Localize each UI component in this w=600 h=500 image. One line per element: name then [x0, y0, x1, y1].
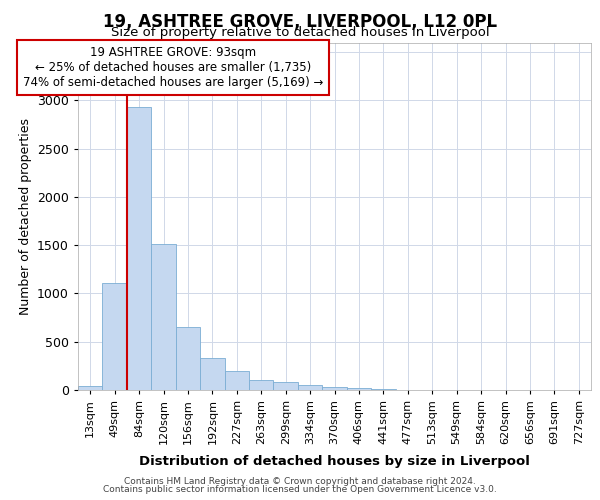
Bar	[200, 358, 224, 390]
Y-axis label: Number of detached properties: Number of detached properties	[19, 118, 32, 315]
Bar	[298, 385, 322, 390]
X-axis label: Distribution of detached houses by size in Liverpool: Distribution of detached houses by size …	[139, 456, 530, 468]
Bar	[347, 388, 371, 390]
Bar	[127, 107, 151, 390]
Text: Size of property relative to detached houses in Liverpool: Size of property relative to detached ho…	[110, 26, 490, 39]
Bar	[322, 387, 347, 390]
Bar	[78, 386, 103, 390]
Text: 19 ASHTREE GROVE: 93sqm
← 25% of detached houses are smaller (1,735)
74% of semi: 19 ASHTREE GROVE: 93sqm ← 25% of detache…	[23, 46, 323, 89]
Text: Contains HM Land Registry data © Crown copyright and database right 2024.: Contains HM Land Registry data © Crown c…	[124, 477, 476, 486]
Text: 19, ASHTREE GROVE, LIVERPOOL, L12 0PL: 19, ASHTREE GROVE, LIVERPOOL, L12 0PL	[103, 12, 497, 30]
Bar	[151, 244, 176, 390]
Bar	[249, 380, 274, 390]
Bar	[371, 388, 395, 390]
Bar	[176, 328, 200, 390]
Bar	[103, 283, 127, 390]
Bar	[224, 370, 249, 390]
Text: Contains public sector information licensed under the Open Government Licence v3: Contains public sector information licen…	[103, 485, 497, 494]
Bar	[274, 382, 298, 390]
